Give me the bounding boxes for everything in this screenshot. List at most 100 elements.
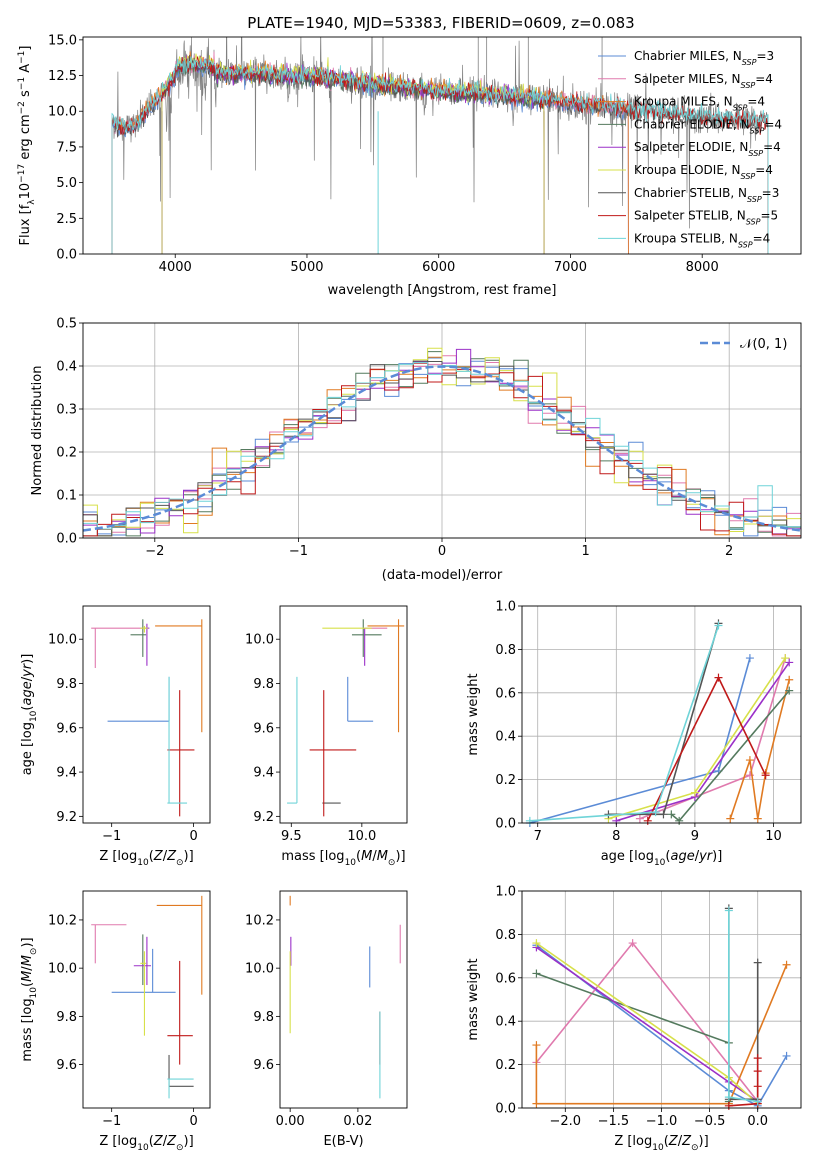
x-tick-label: 4000 — [159, 260, 192, 275]
errorbar-marker — [309, 690, 357, 817]
errorbar-marker — [111, 948, 176, 993]
x-axis-label: Z [log10(Z/Z⊙)] — [99, 849, 193, 868]
y-tick-label: 9.8 — [56, 677, 77, 692]
x-tick-label: 0.00 — [276, 1114, 305, 1129]
y-tick-label: 0.1 — [56, 489, 77, 504]
errorbar-marker — [155, 619, 203, 733]
y-tick-label: 2.5 — [56, 212, 77, 227]
mass_vs_ebv-frame: 0.00 0.02 9.6 9.8 10.0 10.2 — [245, 890, 408, 1129]
mass_weight_vs_Z-lines — [532, 904, 791, 1110]
series-line — [529, 657, 751, 824]
data-point — [726, 814, 735, 823]
legend-label: Kroupa MILES, NSSP=4 — [634, 95, 765, 113]
y-tick-label: 0.8 — [495, 928, 516, 943]
data-point — [781, 654, 790, 663]
data-point — [651, 808, 660, 817]
x-axis-label: age [log10(age/yr)] — [601, 849, 723, 868]
x-tick-label: 10 — [765, 829, 782, 844]
x-tick-label: −0.5 — [694, 1114, 726, 1129]
y-tick-label: 9.6 — [253, 1058, 274, 1073]
x-tick-label: 0 — [438, 544, 446, 559]
spectrum-model-line — [111, 56, 769, 254]
legend-label: Salpeter STELIB, NSSP=5 — [634, 209, 778, 227]
histogram-step — [83, 362, 801, 530]
axes-frame — [82, 890, 211, 1109]
errorbar-marker — [167, 1078, 194, 1099]
x-tick-label: 7 — [534, 829, 542, 844]
data-point — [785, 658, 794, 667]
x-tick-label: 0.0 — [747, 1114, 768, 1129]
errorbar-marker — [367, 619, 405, 733]
mass_weight_vs_age-lines — [525, 619, 794, 827]
y-axis-label: Flux [fλ10−17 erg cm−2 s−1 A−1] — [17, 46, 37, 246]
data-point — [675, 816, 684, 825]
data-point — [643, 816, 652, 825]
y-tick-label: 0.8 — [495, 643, 516, 658]
data-point — [753, 814, 762, 823]
spectrum-frame: 4000 5000 6000 7000 8000 0.0 2.5 5.0 7.5 10.0 12.5… — [48, 33, 802, 275]
legend-label: Salpeter ELODIE, NSSP=4 — [634, 140, 781, 158]
x-tick-label: 0 — [189, 829, 197, 844]
y-tick-label: 9.2 — [56, 810, 77, 825]
y-tick-label: 0.0 — [56, 532, 77, 547]
y-tick-label: 12.5 — [48, 69, 77, 84]
series-line — [670, 690, 790, 822]
x-tick-label: 8 — [612, 829, 620, 844]
errorbar-marker — [347, 676, 374, 722]
x-axis-label: Z [log10(Z/Z⊙)] — [614, 1134, 708, 1153]
data-point — [782, 960, 791, 969]
x-tick-label: 9.5 — [281, 829, 302, 844]
data-point — [714, 621, 723, 630]
x-axis-label: Z [log10(Z/Z⊙)] — [99, 1134, 193, 1153]
y-tick-label: 5.0 — [56, 176, 77, 191]
y-tick-label: 10.0 — [48, 105, 77, 120]
y-tick-label: 9.8 — [253, 677, 274, 692]
errorbar-marker — [133, 936, 152, 986]
residuals-frame: −2 −1 0 1 2 0.0 0.1 0.2 0.3 0.4 0.5 — [56, 317, 802, 559]
x-tick-label: 6000 — [422, 260, 455, 275]
data-point — [785, 686, 794, 695]
data-point — [745, 756, 754, 765]
mass_weight_vs_age-frame: 7 8 9 10 0.0 0.2 0.4 0.6 0.8 1.0 — [495, 600, 802, 844]
histogram-step — [83, 362, 801, 537]
x-tick-label: 9 — [691, 829, 699, 844]
errorbar-marker — [107, 676, 170, 722]
y-tick-label: 9.6 — [56, 721, 77, 736]
x-tick-label: 2 — [725, 544, 733, 559]
x-tick-label: 5000 — [290, 260, 323, 275]
data-point — [724, 1101, 733, 1110]
data-point — [724, 1093, 733, 1102]
data-point — [745, 654, 754, 663]
mass_vs_Z-frame: −1 0 9.6 9.8 10.0 10.2 — [48, 890, 211, 1129]
y-tick-label: 9.8 — [253, 1010, 274, 1025]
y-tick-label: 0.0 — [495, 1102, 516, 1117]
y-tick-label: 0.2 — [495, 1058, 516, 1073]
y-tick-label: 10.0 — [48, 962, 77, 977]
x-tick-label: −1 — [102, 829, 121, 844]
y-tick-label: 10.0 — [245, 962, 274, 977]
data-point — [532, 1099, 541, 1108]
y-tick-label: 0.2 — [56, 446, 77, 461]
x-tick-label: −2 — [145, 544, 164, 559]
y-tick-label: 7.5 — [56, 140, 77, 155]
y-axis-label: mass weight — [466, 958, 481, 1040]
data-point — [782, 1051, 791, 1060]
mass_vs_ebv-points — [289, 895, 401, 1099]
data-point — [724, 906, 733, 915]
legend-label: 𝒩(0, 1) — [740, 337, 787, 352]
errorbar-marker — [130, 619, 147, 657]
errorbar-marker — [140, 625, 148, 633]
y-tick-label: 15.0 — [48, 33, 77, 48]
y-axis-label: age [log10(age/yr)] — [20, 654, 39, 776]
errorbar-marker — [168, 1054, 194, 1087]
errorbar-marker — [167, 960, 193, 1065]
x-tick-label: 8000 — [686, 260, 719, 275]
series-line — [646, 675, 767, 822]
gaussian-curve — [83, 365, 801, 532]
y-tick-label: 9.6 — [56, 1058, 77, 1073]
data-point — [690, 788, 699, 797]
x-tick-label: 0.02 — [343, 1114, 372, 1129]
x-axis-label: (data-model)/error — [382, 568, 503, 583]
x-tick-label: −1.5 — [598, 1114, 630, 1129]
data-point — [761, 771, 770, 780]
